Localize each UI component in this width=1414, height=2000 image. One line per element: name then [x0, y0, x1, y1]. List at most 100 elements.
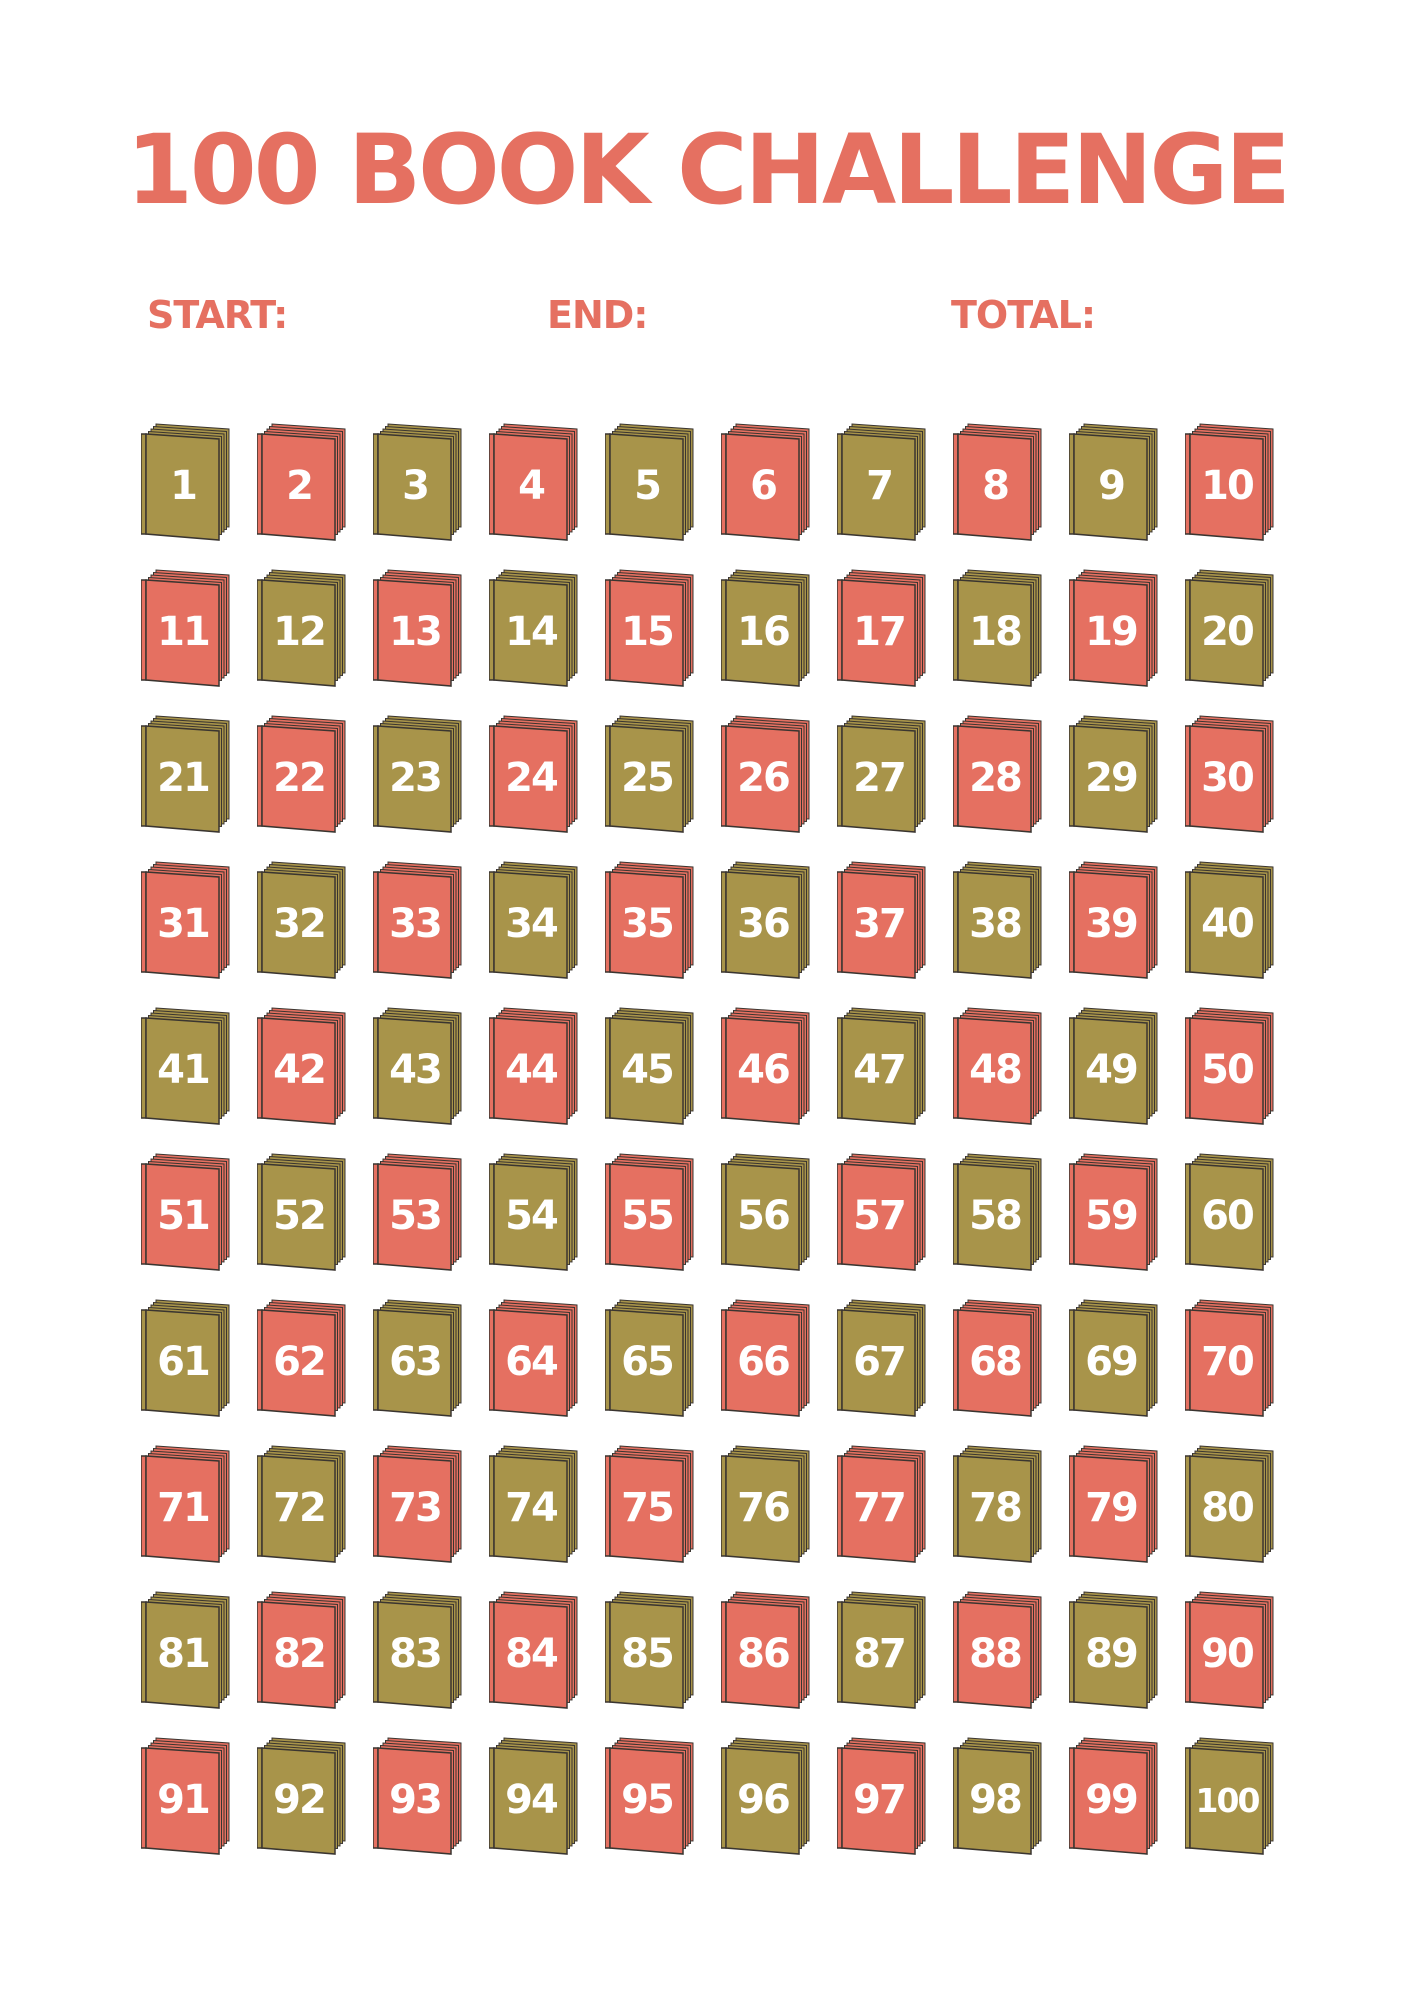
book-10[interactable]: 10 [1185, 422, 1277, 542]
book-24[interactable]: 24 [489, 714, 581, 834]
book-22[interactable]: 22 [257, 714, 349, 834]
book-48[interactable]: 48 [953, 1006, 1045, 1126]
book-84[interactable]: 84 [489, 1590, 581, 1710]
book-63[interactable]: 63 [373, 1298, 465, 1418]
book-30[interactable]: 30 [1185, 714, 1277, 834]
book-75[interactable]: 75 [605, 1444, 697, 1564]
book-61[interactable]: 61 [141, 1298, 233, 1418]
book-59[interactable]: 59 [1069, 1152, 1161, 1272]
book-99[interactable]: 99 [1069, 1736, 1161, 1856]
book-92[interactable]: 92 [257, 1736, 349, 1856]
book-44[interactable]: 44 [489, 1006, 581, 1126]
book-87[interactable]: 87 [837, 1590, 929, 1710]
book-21[interactable]: 21 [141, 714, 233, 834]
book-34[interactable]: 34 [489, 860, 581, 980]
book-1[interactable]: 1 [141, 422, 233, 542]
book-89[interactable]: 89 [1069, 1590, 1161, 1710]
book-80[interactable]: 80 [1185, 1444, 1277, 1564]
book-38[interactable]: 38 [953, 860, 1045, 980]
book-25[interactable]: 25 [605, 714, 697, 834]
book-91[interactable]: 91 [141, 1736, 233, 1856]
book-96[interactable]: 96 [721, 1736, 813, 1856]
book-9[interactable]: 9 [1069, 422, 1161, 542]
book-56[interactable]: 56 [721, 1152, 813, 1272]
book-94[interactable]: 94 [489, 1736, 581, 1856]
book-4[interactable]: 4 [489, 422, 581, 542]
book-72[interactable]: 72 [257, 1444, 349, 1564]
book-42[interactable]: 42 [257, 1006, 349, 1126]
book-66[interactable]: 66 [721, 1298, 813, 1418]
book-62[interactable]: 62 [257, 1298, 349, 1418]
book-70[interactable]: 70 [1185, 1298, 1277, 1418]
book-23[interactable]: 23 [373, 714, 465, 834]
book-83[interactable]: 83 [373, 1590, 465, 1710]
book-19[interactable]: 19 [1069, 568, 1161, 688]
book-13[interactable]: 13 [373, 568, 465, 688]
book-3[interactable]: 3 [373, 422, 465, 542]
book-58[interactable]: 58 [953, 1152, 1045, 1272]
book-46[interactable]: 46 [721, 1006, 813, 1126]
book-78[interactable]: 78 [953, 1444, 1045, 1564]
book-79[interactable]: 79 [1069, 1444, 1161, 1564]
book-43[interactable]: 43 [373, 1006, 465, 1126]
book-74[interactable]: 74 [489, 1444, 581, 1564]
book-39[interactable]: 39 [1069, 860, 1161, 980]
book-29[interactable]: 29 [1069, 714, 1161, 834]
book-71[interactable]: 71 [141, 1444, 233, 1564]
book-36[interactable]: 36 [721, 860, 813, 980]
book-49[interactable]: 49 [1069, 1006, 1161, 1126]
book-12[interactable]: 12 [257, 568, 349, 688]
book-54[interactable]: 54 [489, 1152, 581, 1272]
book-60[interactable]: 60 [1185, 1152, 1277, 1272]
book-90[interactable]: 90 [1185, 1590, 1277, 1710]
book-14[interactable]: 14 [489, 568, 581, 688]
book-51[interactable]: 51 [141, 1152, 233, 1272]
book-93[interactable]: 93 [373, 1736, 465, 1856]
book-50[interactable]: 50 [1185, 1006, 1277, 1126]
book-65[interactable]: 65 [605, 1298, 697, 1418]
book-40[interactable]: 40 [1185, 860, 1277, 980]
book-86[interactable]: 86 [721, 1590, 813, 1710]
book-37[interactable]: 37 [837, 860, 929, 980]
book-31[interactable]: 31 [141, 860, 233, 980]
book-2[interactable]: 2 [257, 422, 349, 542]
book-82[interactable]: 82 [257, 1590, 349, 1710]
book-11[interactable]: 11 [141, 568, 233, 688]
book-16[interactable]: 16 [721, 568, 813, 688]
book-53[interactable]: 53 [373, 1152, 465, 1272]
book-85[interactable]: 85 [605, 1590, 697, 1710]
book-6[interactable]: 6 [721, 422, 813, 542]
book-73[interactable]: 73 [373, 1444, 465, 1564]
book-57[interactable]: 57 [837, 1152, 929, 1272]
book-76[interactable]: 76 [721, 1444, 813, 1564]
book-27[interactable]: 27 [837, 714, 929, 834]
book-18[interactable]: 18 [953, 568, 1045, 688]
book-5[interactable]: 5 [605, 422, 697, 542]
book-7[interactable]: 7 [837, 422, 929, 542]
book-88[interactable]: 88 [953, 1590, 1045, 1710]
book-77[interactable]: 77 [837, 1444, 929, 1564]
book-100[interactable]: 100 [1185, 1736, 1277, 1856]
book-68[interactable]: 68 [953, 1298, 1045, 1418]
book-64[interactable]: 64 [489, 1298, 581, 1418]
book-26[interactable]: 26 [721, 714, 813, 834]
book-47[interactable]: 47 [837, 1006, 929, 1126]
book-98[interactable]: 98 [953, 1736, 1045, 1856]
book-17[interactable]: 17 [837, 568, 929, 688]
book-15[interactable]: 15 [605, 568, 697, 688]
book-35[interactable]: 35 [605, 860, 697, 980]
book-41[interactable]: 41 [141, 1006, 233, 1126]
book-20[interactable]: 20 [1185, 568, 1277, 688]
book-32[interactable]: 32 [257, 860, 349, 980]
book-95[interactable]: 95 [605, 1736, 697, 1856]
book-52[interactable]: 52 [257, 1152, 349, 1272]
book-69[interactable]: 69 [1069, 1298, 1161, 1418]
book-97[interactable]: 97 [837, 1736, 929, 1856]
book-67[interactable]: 67 [837, 1298, 929, 1418]
book-33[interactable]: 33 [373, 860, 465, 980]
book-28[interactable]: 28 [953, 714, 1045, 834]
book-8[interactable]: 8 [953, 422, 1045, 542]
book-81[interactable]: 81 [141, 1590, 233, 1710]
book-55[interactable]: 55 [605, 1152, 697, 1272]
book-45[interactable]: 45 [605, 1006, 697, 1126]
